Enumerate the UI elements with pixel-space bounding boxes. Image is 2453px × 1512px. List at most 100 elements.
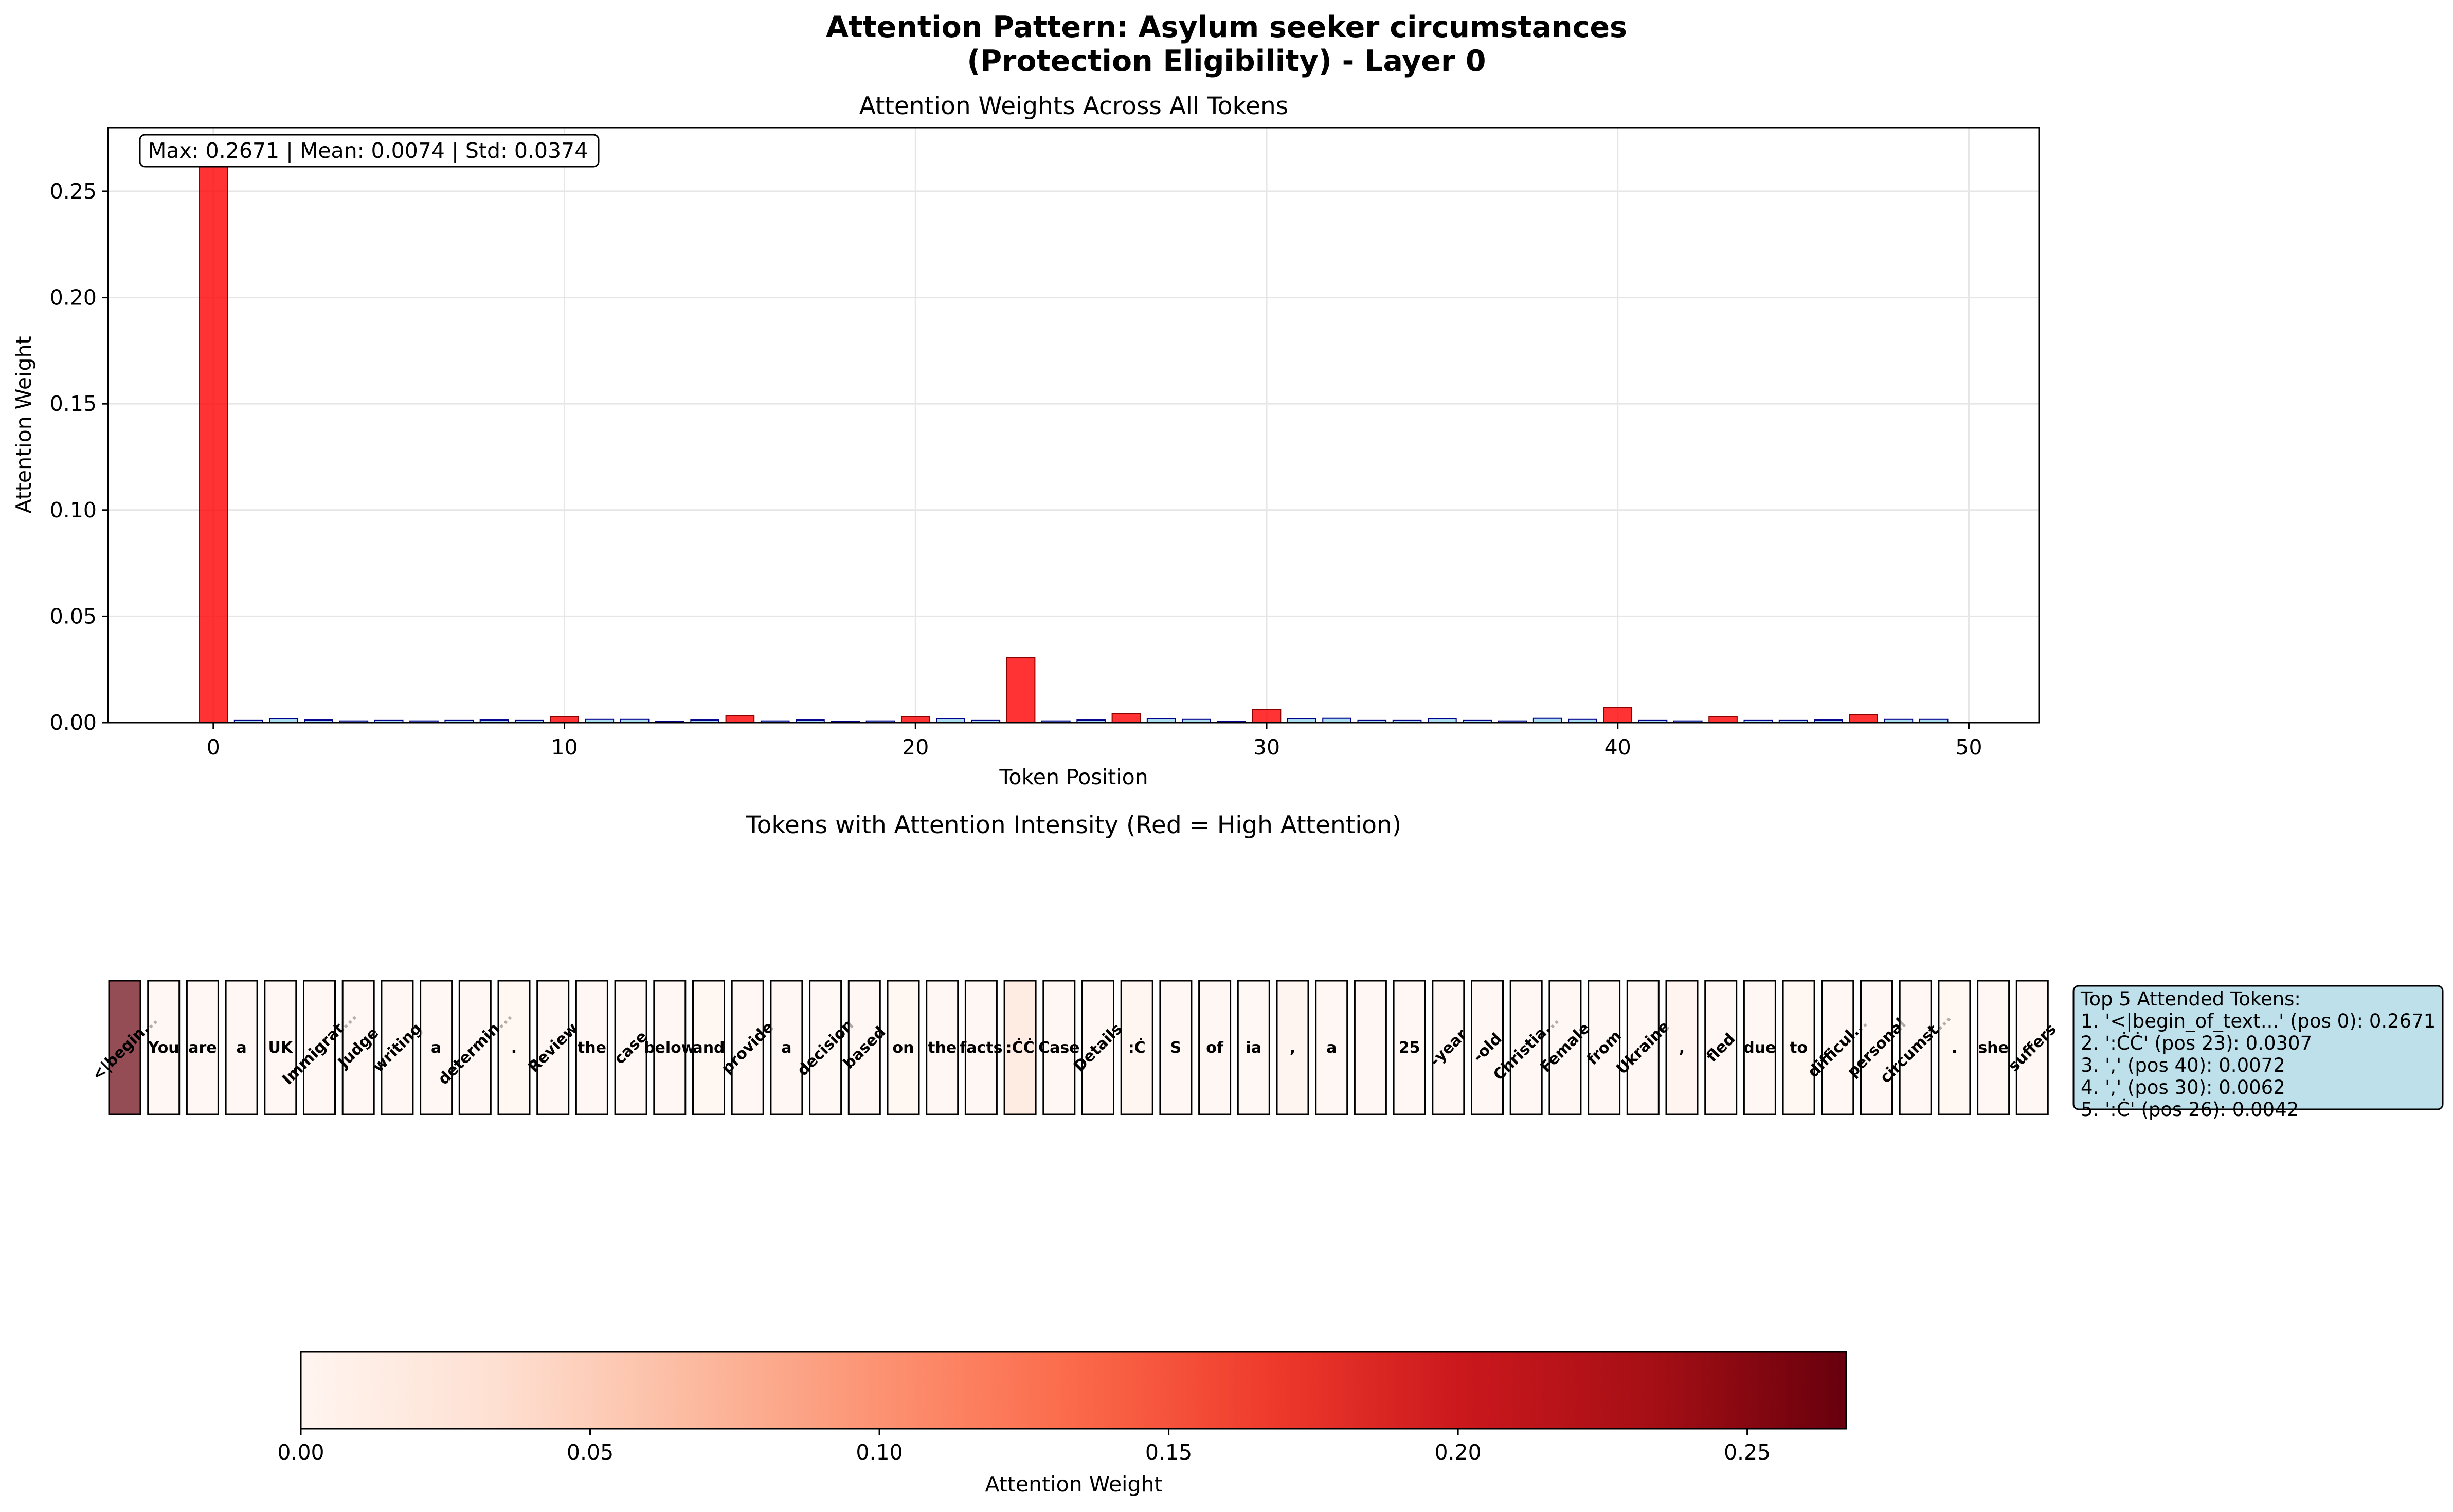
token-cell [420,980,453,1115]
token-cell [264,980,297,1115]
token-cell [225,980,258,1115]
token-cell [341,980,375,1115]
token-cell [147,980,181,1115]
y-tick-label: 0.15 [50,391,97,416]
token-strip: <|begin...You are a UKImmigrat...Judgewriti… [88,980,2060,1115]
top-token-4: 4. ',' (pos 30): 0.0062 [2081,1076,2285,1099]
token-cell [1315,980,1348,1115]
token-cell [1665,980,1699,1115]
token-cell [1237,980,1270,1115]
y-tick-label: 0.00 [50,710,97,735]
bar-chart-title: Attention Weights Across All Tokens [859,92,1289,120]
token-cell [692,980,725,1115]
token-cell [575,980,608,1115]
x-tick-label: 20 [902,735,929,760]
token-cell [1159,980,1193,1115]
token-cell [1782,980,1815,1115]
y-tick-label: 0.20 [50,285,97,310]
token-label: are [188,1039,217,1057]
token-label: 25 [1399,1039,1420,1057]
token-cell [1276,980,1309,1115]
token-label: a [236,1039,246,1057]
token-label: a [781,1039,791,1057]
x-tick-label: 50 [1955,735,1982,760]
colorbar-tick-label: 0.00 [277,1440,324,1465]
x-tick-label: 40 [1604,735,1631,760]
token-label: S [1170,1039,1182,1057]
bar [900,716,930,724]
bar [1603,707,1633,723]
token-cell [1081,980,1114,1115]
token-cell [653,980,687,1115]
token-cell [497,980,531,1115]
token-label: to [1790,1039,1808,1057]
colorbar-tick-label: 0.10 [856,1440,903,1465]
bar [1006,657,1036,723]
token-label: below [644,1039,695,1057]
colorbar-label: Attention Weight [985,1472,1162,1497]
token-label: . [511,1039,517,1057]
bar-chart-grid [108,128,2039,724]
token-cell [1938,980,1971,1115]
colorbar-ticks: 0.00 0.05 0.10 0.15 0.20 0.25 [277,1429,1771,1465]
bar [725,715,755,723]
token-cell [887,980,920,1115]
token-cell [1977,980,2010,1115]
colorbar-tick-label: 0.05 [567,1440,614,1465]
bar [1708,716,1738,724]
token-cell [1471,980,1504,1115]
top-token-5: 5. ':Ċ' (pos 26): 0.0042 [2081,1099,2299,1121]
token-cell [381,980,414,1115]
top-token-2: 2. ':ĊĊ' (pos 23): 0.0307 [2081,1032,2312,1054]
token-label: a [1326,1039,1337,1057]
y-tick-label: 0.25 [50,179,97,204]
token-cell [1393,980,1426,1115]
token-label: she [1978,1039,2009,1057]
stats-label: Max: 0.2671 | Mean: 0.0074 | Std: 0.0374 [148,138,588,163]
token-cell [186,980,219,1115]
token-cell [614,980,647,1115]
token-label: on [893,1039,914,1057]
token-cell [1548,980,1582,1115]
token-cell [1042,980,1076,1115]
token-cell [809,980,842,1115]
x-axis-label: Token Position [999,765,1148,789]
y-tick-label: 0.10 [50,498,97,523]
figure-title-line1: Attention Pattern: Asylum seeker circums… [826,10,1627,44]
token-label: UK [268,1039,293,1057]
token-label: and [692,1039,725,1057]
token-cell [536,980,570,1115]
token-cell [1899,980,1932,1115]
token-label: , [1679,1039,1685,1057]
colorbar-tick-label: 0.20 [1434,1440,1481,1465]
token-label: a [431,1039,441,1057]
token-label: ia [1246,1039,1262,1057]
token-label: You [148,1039,179,1057]
token-cell [1432,980,1465,1115]
top-tokens-header: Top 5 Attended Tokens: [2080,988,2301,1010]
bar [1849,714,1878,723]
bar [1252,709,1282,724]
token-label: :ĊĊ [1006,1038,1035,1057]
token-cell [731,980,764,1115]
x-tick-label: 30 [1253,735,1280,760]
token-strip-title: Tokens with Attention Intensity (Red = H… [746,811,1401,839]
x-tick-label: 10 [551,735,578,760]
token-label: , [1290,1039,1295,1057]
token-cell [1704,980,1738,1115]
bar [199,154,228,723]
token-cell [303,980,336,1115]
colorbar-tick-label: 0.15 [1145,1440,1192,1465]
token-cell [964,980,998,1115]
x-tick-label: 0 [207,735,220,760]
bar [550,716,579,724]
colorbar [300,1351,1847,1430]
token-cell [1860,980,1893,1115]
y-tick-label: 0.05 [50,604,97,628]
token-cell [1743,980,1776,1115]
colorbar-tick-label: 0.25 [1724,1440,1771,1465]
token-label: . [1952,1039,1957,1057]
token-cell [458,980,492,1115]
bar-chart-y-ticks: 0.00 0.05 0.10 0.15 0.20 0.25 [50,179,108,735]
